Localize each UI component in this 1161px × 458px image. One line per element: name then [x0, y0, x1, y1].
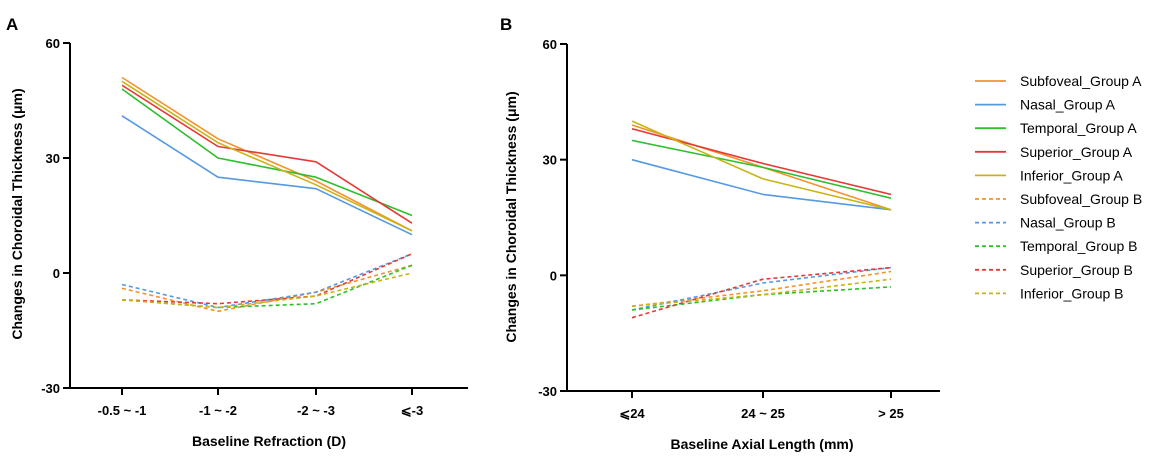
panel-a-y-axis-title: Changes in Choroidal Thickness (μm) — [9, 88, 25, 339]
panel-b-series-inferior-group-a — [631, 120, 892, 211]
legend-item-subfoveal-group-b: Subfoveal_Group B — [975, 191, 1142, 207]
panel-a-letter: A — [6, 15, 18, 34]
panel-a-x-tick-label: -2 ~ -3 — [297, 403, 335, 418]
panel-b-series-superior-group-b — [631, 266, 892, 319]
panel-a-series-temporal-group-a — [121, 88, 413, 217]
legend-item-nasal-group-a: Nasal_Group A — [975, 97, 1116, 113]
legend-item-temporal-group-a: Temporal_Group A — [975, 120, 1137, 136]
panel-b-axes: -30 0 30 60 ⩽24 24 ~ 25 > 25 — [538, 37, 940, 421]
legend-item-temporal-group-b: Temporal_Group B — [975, 238, 1138, 254]
panel-b-x-axis-title: Baseline Axial Length (mm) — [670, 436, 853, 452]
legend-label: Temporal_Group B — [1020, 238, 1138, 254]
panel-a-series-superior-group-b — [121, 253, 413, 305]
panel-a-series-inferior-group-a — [121, 80, 413, 232]
panel-a-x-axis-title: Baseline Refraction (D) — [192, 433, 346, 449]
panel-b-y-axis-title: Changes in Choroidal Thickness (μm) — [503, 91, 519, 342]
panel-a-series-subfoveal-group-a — [121, 76, 413, 232]
panel-b-series-nasal-group-a — [631, 158, 892, 211]
panel-a-series-subfoveal-group-b — [121, 264, 413, 313]
legend-label: Superior_Group A — [1020, 144, 1133, 160]
panel-b-y-tick-label: 30 — [543, 153, 557, 168]
panel-b-series-temporal-group-b — [631, 286, 892, 311]
panel-b-x-tick-label: 24 ~ 25 — [741, 406, 785, 421]
panel-a-x-tick-label: -0.5 ~ -1 — [98, 403, 147, 418]
panel-b-series-temporal-group-a — [631, 139, 892, 199]
legend-label: Inferior_Group A — [1020, 167, 1123, 183]
panel-a: A -30 0 30 60 -0.5 ~ -1 -1 ~ -2 -2 ~ -3 ⩽-3 Bas… — [6, 15, 468, 449]
legend-label: Inferior_Group B — [1020, 285, 1124, 301]
panel-a-series-nasal-group-b — [121, 253, 413, 309]
panel-b-y-tick-label: 60 — [543, 37, 557, 52]
panel-a-y-tick-label: 0 — [53, 266, 60, 281]
panel-b: B -30 0 30 60 ⩽24 24 ~ 25 > 25 Baseline Axial … — [500, 15, 940, 452]
panel-a-series-superior-group-a — [121, 84, 413, 224]
legend-item-nasal-group-b: Nasal_Group B — [975, 215, 1116, 231]
panel-a-y-tick-label: 30 — [46, 151, 60, 166]
legend-label: Subfoveal_Group B — [1020, 191, 1142, 207]
legend-item-inferior-group-a: Inferior_Group A — [975, 167, 1123, 183]
panel-b-x-tick-label: ⩽24 — [619, 406, 645, 421]
legend-label: Nasal_Group B — [1020, 215, 1116, 231]
legend-label: Superior_Group B — [1020, 262, 1133, 278]
legend-item-superior-group-b: Superior_Group B — [975, 262, 1133, 278]
panel-a-series-temporal-group-b — [121, 264, 413, 309]
legend-item-subfoveal-group-a: Subfoveal_Group A — [975, 73, 1142, 89]
legend-item-inferior-group-b: Inferior_Group B — [975, 285, 1124, 301]
panel-b-series-subfoveal-group-b — [631, 270, 892, 307]
legend: Subfoveal_Group A Nasal_Group A Temporal_G… — [975, 73, 1142, 301]
panel-b-series-nasal-group-b — [631, 266, 892, 311]
panel-a-axes: -30 0 30 60 -0.5 ~ -1 -1 ~ -2 -2 ~ -3 ⩽-3 — [41, 36, 468, 418]
panel-a-x-tick-label: ⩽-3 — [401, 403, 423, 418]
panel-a-y-tick-label: 60 — [46, 36, 60, 51]
panel-b-y-tick-label: 0 — [550, 268, 557, 283]
panel-a-y-tick-label: -30 — [41, 381, 60, 396]
legend-label: Temporal_Group A — [1020, 120, 1137, 136]
legend-label: Subfoveal_Group A — [1020, 73, 1142, 89]
panel-b-series — [631, 120, 892, 319]
panel-a-series — [121, 76, 413, 313]
panel-b-series-inferior-group-b — [631, 278, 892, 307]
legend-item-superior-group-a: Superior_Group A — [975, 144, 1133, 160]
legend-label: Nasal_Group A — [1020, 97, 1116, 113]
panel-b-x-tick-label: > 25 — [878, 406, 904, 421]
panel-a-x-tick-label: -1 ~ -2 — [199, 403, 237, 418]
panel-b-letter: B — [500, 15, 512, 34]
panel-b-y-tick-label: -30 — [538, 384, 557, 399]
panel-a-series-nasal-group-a — [121, 115, 413, 236]
